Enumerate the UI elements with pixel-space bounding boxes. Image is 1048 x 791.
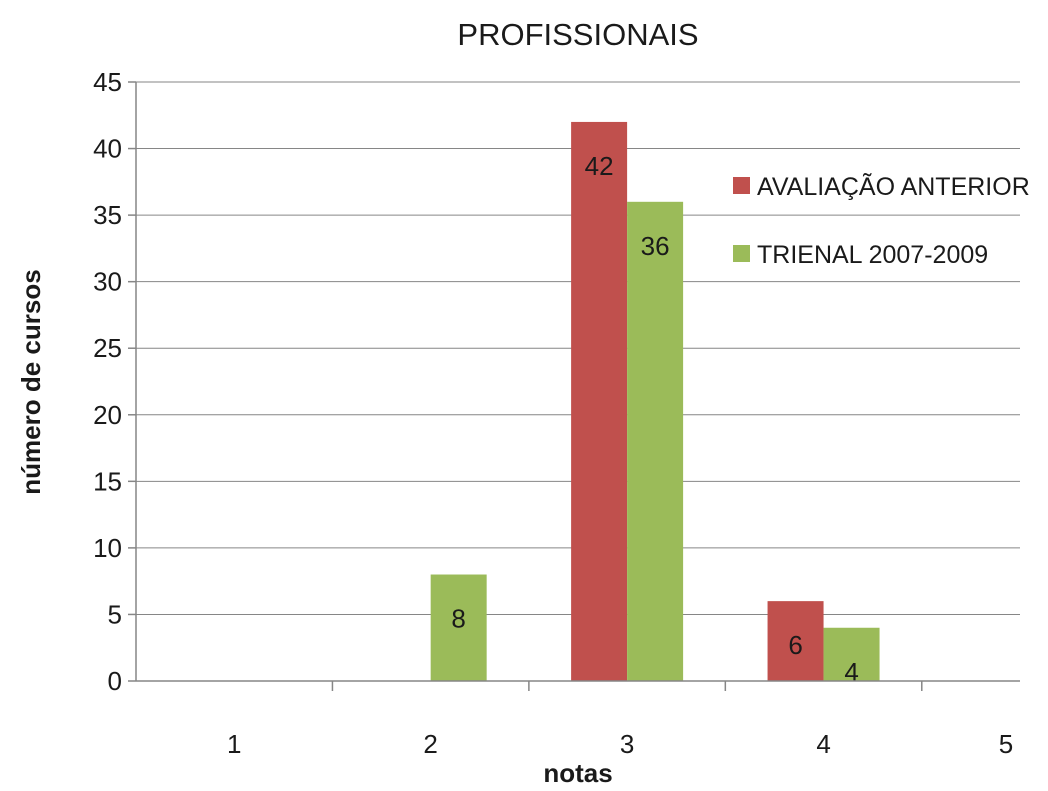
y-tick-label: 15 (93, 466, 122, 496)
x-tick-label: 2 (423, 729, 437, 759)
data-label: 8 (451, 604, 465, 634)
legend-swatch (733, 177, 750, 194)
x-axis-title: notas (543, 758, 612, 788)
x-tick-label: 1 (227, 729, 241, 759)
y-tick-label: 5 (108, 599, 122, 629)
y-tick-label: 10 (93, 533, 122, 563)
legend-swatch (733, 245, 750, 262)
bar (430, 574, 487, 681)
bars (430, 121, 880, 682)
chart-title: PROFISSIONAIS (457, 17, 698, 52)
y-axis-title: número de cursos (16, 269, 46, 494)
data-label: 36 (641, 231, 670, 261)
legend-label: AVALIAÇÃO ANTERIOR (757, 172, 1030, 201)
x-tick-label: 4 (816, 729, 830, 759)
y-tick-label: 30 (93, 267, 122, 297)
legend-label: TRIENAL 2007-2009 (757, 241, 988, 269)
x-axis-ticks: 1 2 3 4 5 (227, 681, 1013, 759)
bar (571, 121, 628, 681)
y-tick-label: 45 (93, 67, 122, 97)
data-label: 42 (585, 151, 614, 181)
y-tick-label: 35 (93, 200, 122, 230)
x-tick-label: 5 (999, 729, 1013, 759)
x-tick-label: 3 (620, 729, 634, 759)
y-tick-label: 20 (93, 400, 122, 430)
bar (627, 201, 684, 682)
y-axis-ticks: 0 5 10 15 20 25 30 35 40 45 (93, 67, 136, 696)
data-label: 6 (788, 630, 802, 660)
y-tick-label: 0 (108, 666, 122, 696)
bar (823, 627, 880, 681)
data-label: 4 (844, 657, 858, 687)
legend: AVALIAÇÃO ANTERIOR TRIENAL 2007-2009 (733, 172, 1030, 269)
y-tick-label: 40 (93, 134, 122, 164)
bar (767, 601, 824, 681)
y-tick-label: 25 (93, 333, 122, 363)
